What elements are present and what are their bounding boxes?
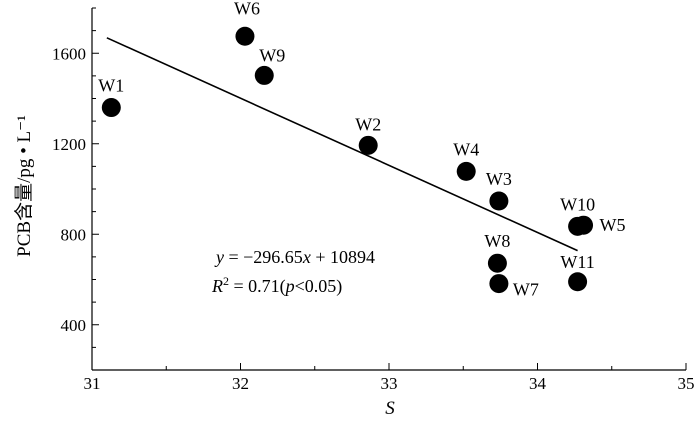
point-label: W5 [600, 215, 626, 235]
y-tick-label: 1200 [52, 135, 86, 154]
point-label: W2 [355, 114, 381, 134]
r2-sup: 2 [223, 274, 229, 288]
data-point [254, 65, 274, 85]
point-label: W8 [484, 231, 510, 251]
point-label: W1 [98, 76, 124, 96]
point-label: W4 [453, 139, 479, 159]
data-point [235, 26, 255, 46]
point-label: W10 [560, 194, 595, 214]
x-tick-label: 32 [232, 374, 249, 393]
y-tick-label: 400 [61, 316, 87, 335]
eq-rest: = −296.65 [224, 247, 303, 267]
x-axis-title: S [385, 398, 395, 419]
data-point [487, 253, 507, 273]
eq-y: y [214, 247, 224, 267]
regression-line [106, 37, 578, 252]
data-point [489, 274, 509, 294]
data-point [489, 191, 509, 211]
data-point [574, 215, 594, 235]
r2-end: <0.05) [295, 276, 343, 297]
y-tick-label: 800 [61, 225, 87, 244]
data-point [358, 135, 378, 155]
point-label: W9 [259, 45, 285, 65]
y-axis-title: PCB含量/pg • L⁻¹ [13, 115, 35, 257]
x-tick-label: 35 [678, 374, 695, 393]
x-tick-label: 33 [381, 374, 398, 393]
data-point [568, 272, 588, 292]
eq-tail: + 10894 [311, 247, 375, 267]
data-points [101, 26, 594, 294]
r2-p: p [284, 276, 295, 296]
regression-equation: y = −296.65x + 10894 [214, 247, 375, 267]
point-label: W11 [560, 252, 594, 272]
r-squared: R2 = 0.71(p<0.05) [211, 274, 342, 297]
axes [91, 8, 686, 371]
x-tick-label: 31 [84, 374, 101, 393]
point-label: W6 [234, 0, 260, 18]
point-label: W3 [486, 169, 512, 189]
eq-x: x [302, 247, 311, 267]
x-tick-label: 34 [529, 374, 547, 393]
r2-mid: = 0.71( [229, 276, 286, 297]
y-tick-label: 1600 [52, 44, 86, 63]
data-point [101, 98, 121, 118]
ticks: 31 32 33 34 35 400 800 1200 1600 [52, 7, 695, 393]
data-point [456, 161, 476, 181]
regression-line-group [106, 37, 578, 252]
r2-R: R [211, 276, 223, 296]
point-label: W7 [513, 280, 539, 300]
